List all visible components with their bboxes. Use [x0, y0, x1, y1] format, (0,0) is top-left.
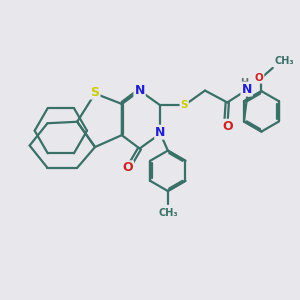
Text: N: N: [134, 84, 145, 97]
Text: H: H: [241, 78, 249, 88]
Text: N: N: [155, 126, 166, 139]
Text: S: S: [91, 85, 100, 98]
Text: O: O: [122, 161, 133, 174]
Text: CH₃: CH₃: [274, 56, 294, 67]
Text: N: N: [242, 82, 252, 96]
Text: O: O: [255, 73, 263, 83]
Text: O: O: [222, 120, 232, 133]
Text: CH₃: CH₃: [158, 208, 178, 218]
Text: S: S: [180, 100, 188, 110]
